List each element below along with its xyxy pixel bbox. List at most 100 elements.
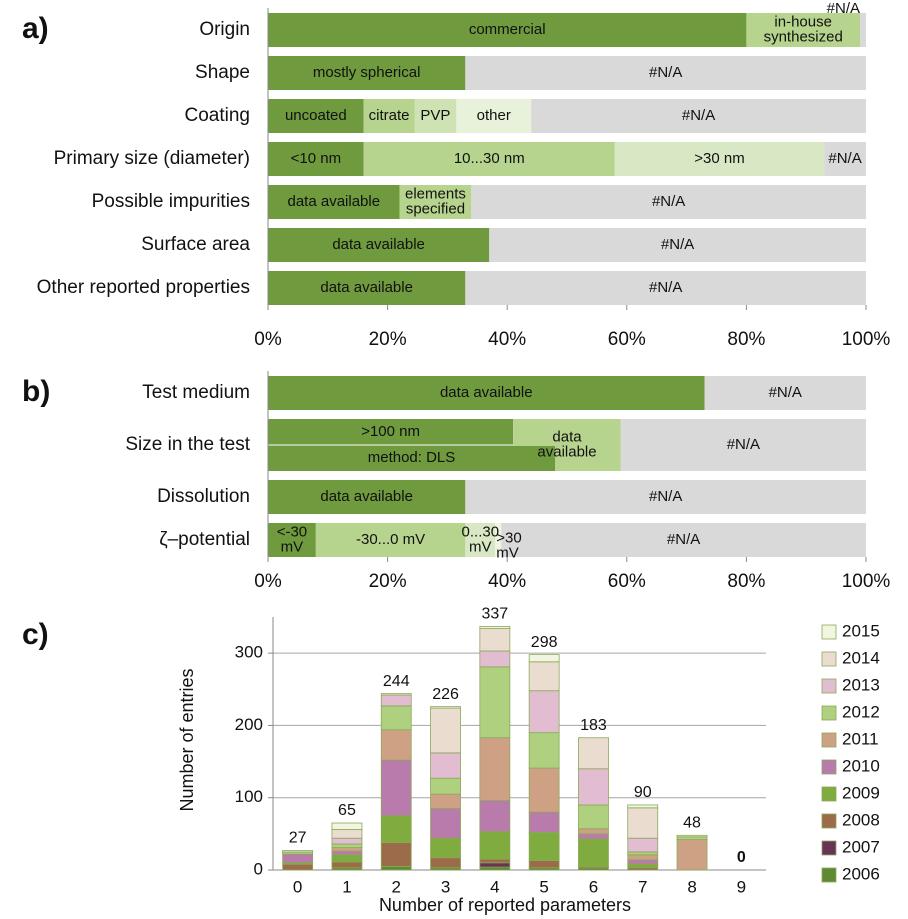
bar-segment bbox=[528, 811, 560, 833]
segment-label: <-30 bbox=[277, 523, 307, 540]
bar-segment bbox=[465, 271, 866, 305]
bar-segment bbox=[627, 851, 659, 856]
segment-label: #N/A bbox=[652, 193, 685, 210]
bar-segment bbox=[528, 690, 560, 734]
x-tick-label: 80% bbox=[727, 571, 765, 592]
bar-segment bbox=[268, 185, 400, 219]
bar-segment bbox=[627, 804, 659, 809]
bar-segment bbox=[380, 842, 412, 867]
total-label: 48 bbox=[683, 815, 701, 832]
bar-segment bbox=[489, 228, 866, 262]
bar-segment bbox=[479, 666, 511, 739]
segment-label: other bbox=[477, 107, 511, 124]
segment-label: citrate bbox=[369, 107, 410, 124]
segment-label: mostly spherical bbox=[313, 64, 421, 81]
total-label: 183 bbox=[580, 717, 607, 734]
x-tick-label: 1 bbox=[342, 877, 351, 896]
x-tick-label: 4 bbox=[490, 877, 499, 896]
x-tick-label: 60% bbox=[608, 329, 646, 350]
segment-label: #N/A bbox=[649, 488, 682, 505]
bar-segment bbox=[268, 376, 705, 410]
panel-label: b) bbox=[22, 375, 50, 408]
x-tick-label: 0% bbox=[254, 571, 282, 592]
bar-segment bbox=[479, 866, 511, 871]
segment-label: data available bbox=[320, 279, 413, 296]
bar-segment bbox=[627, 807, 659, 839]
bar-segment bbox=[528, 860, 560, 869]
x-tick-label: 9 bbox=[737, 877, 746, 896]
segment-label: mV bbox=[496, 544, 519, 561]
bar-segment bbox=[331, 854, 363, 863]
x-tick-label: 100% bbox=[842, 329, 891, 350]
category-label: Surface area bbox=[141, 234, 250, 255]
x-tick-label: 0 bbox=[293, 877, 302, 896]
bar-segment bbox=[331, 861, 363, 869]
total-label: 226 bbox=[432, 686, 459, 703]
bar-segment bbox=[268, 228, 490, 262]
legend-swatch bbox=[821, 624, 837, 640]
segment-label: synthesized bbox=[764, 28, 843, 45]
bar-segment bbox=[676, 834, 708, 838]
legend-swatch bbox=[821, 651, 837, 667]
bar-segment bbox=[479, 831, 511, 860]
bar-segment bbox=[331, 822, 363, 830]
bar-segment bbox=[614, 142, 825, 176]
segment-label: data available bbox=[440, 384, 533, 401]
segment-label: data available bbox=[287, 193, 380, 210]
bar-segment bbox=[620, 419, 866, 471]
x-tick-label: 8 bbox=[687, 877, 696, 896]
bar-segment bbox=[268, 142, 364, 176]
segment-label: mV bbox=[281, 538, 304, 555]
segment-label: commercial bbox=[469, 21, 546, 38]
legend-swatch bbox=[821, 705, 837, 721]
category-label: Primary size (diameter) bbox=[54, 148, 250, 169]
y-tick-label: 200 bbox=[235, 715, 263, 734]
bar-segment bbox=[331, 837, 363, 845]
category-label: Dissolution bbox=[157, 486, 250, 507]
bar-segment bbox=[627, 859, 659, 865]
bar-segment bbox=[676, 839, 708, 871]
bar-segment bbox=[268, 523, 316, 557]
segment-label: data available bbox=[332, 236, 425, 253]
bar-segment bbox=[380, 729, 412, 761]
x-tick-label: 3 bbox=[441, 877, 450, 896]
x-axis-title: Number of reported parameters bbox=[379, 895, 631, 915]
segment-label: #N/A bbox=[682, 107, 715, 124]
bar-segment bbox=[578, 833, 609, 840]
legend-label: 2015 bbox=[842, 621, 880, 640]
x-tick-label: 40% bbox=[488, 571, 526, 592]
bar-segment bbox=[380, 693, 412, 696]
bar-segment bbox=[578, 804, 609, 830]
bar-segment bbox=[268, 99, 364, 133]
y-tick-label: 300 bbox=[235, 643, 263, 662]
segment-label: #N/A bbox=[649, 279, 682, 296]
bar-segment bbox=[578, 768, 609, 806]
bar-segment bbox=[282, 850, 314, 853]
bar-segment bbox=[860, 13, 866, 47]
bar-segment bbox=[399, 185, 472, 219]
bar-segment bbox=[268, 480, 466, 514]
bar-segment bbox=[430, 707, 461, 754]
segment-label: >30 nm bbox=[694, 150, 744, 167]
segment-label: 10...30 nm bbox=[454, 150, 525, 167]
bar-segment bbox=[495, 523, 502, 557]
segment-label: -30...0 mV bbox=[356, 531, 425, 548]
bar-segment bbox=[824, 142, 866, 176]
category-label: Shape bbox=[195, 62, 250, 83]
bar-segment bbox=[501, 523, 866, 557]
bar-segment bbox=[315, 523, 466, 557]
bar-segment bbox=[465, 56, 866, 90]
category-label: Size in the test bbox=[125, 434, 250, 455]
x-tick-label: 20% bbox=[369, 571, 407, 592]
x-tick-label: 6 bbox=[589, 877, 598, 896]
category-label: ζ–potential bbox=[159, 529, 250, 550]
bar-segment bbox=[479, 737, 511, 802]
bar-segment bbox=[430, 752, 461, 779]
total-label: 90 bbox=[634, 784, 652, 801]
legend-label: 2010 bbox=[842, 756, 880, 775]
bar-segment bbox=[331, 843, 363, 848]
bar-segment bbox=[479, 625, 511, 629]
category-label: Coating bbox=[185, 105, 251, 126]
bar-segment bbox=[465, 480, 866, 514]
bar-segment bbox=[456, 99, 532, 133]
